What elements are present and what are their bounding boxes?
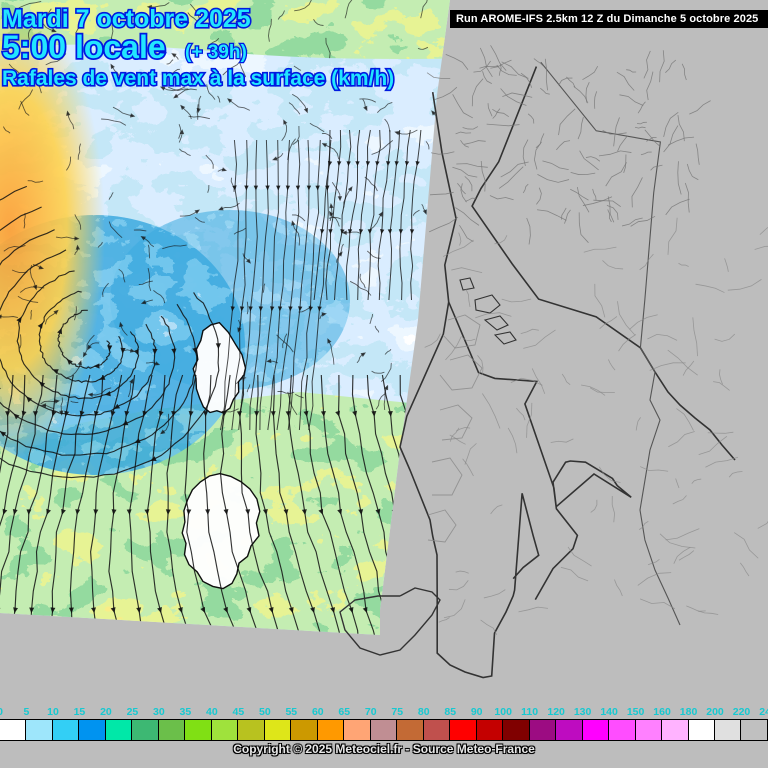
svg-text:(+ 39h): (+ 39h)	[185, 42, 247, 63]
svg-text:5:00 locale: 5:00 locale	[2, 29, 166, 65]
svg-text:Rafales de vent max à la surfa: Rafales de vent max à la surface (km/h)	[2, 67, 394, 90]
